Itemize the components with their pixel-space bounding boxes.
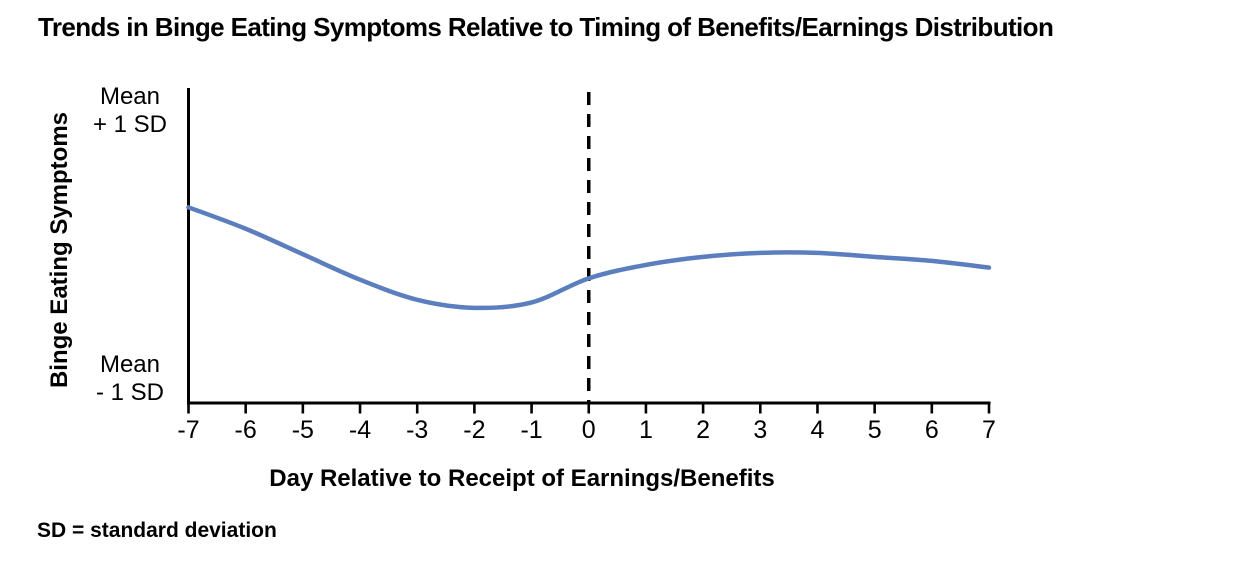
x-tick-label: -5 <box>291 416 314 444</box>
x-tick-label: 3 <box>753 416 768 444</box>
x-tick-label: 7 <box>982 416 996 444</box>
footnote: SD = standard deviation <box>37 519 277 542</box>
x-tick-label: 1 <box>638 416 653 444</box>
x-tick-label: -4 <box>348 416 372 444</box>
x-tick-label: 4 <box>810 416 825 444</box>
chart-title: Trends in Binge Eating Symptoms Relative… <box>38 12 1054 42</box>
x-tick-label: -7 <box>177 416 200 444</box>
y-tick-label: Mean + 1 SD <box>92 82 168 138</box>
x-tick-label: -2 <box>463 416 486 444</box>
binge-eating-series-line <box>186 205 992 311</box>
x-tick-label: 0 <box>581 416 596 444</box>
x-tick-label: -6 <box>234 416 257 444</box>
x-axis-title: Day Relative to Receipt of Earnings/Bene… <box>269 465 775 492</box>
x-tick-label: 6 <box>924 416 939 444</box>
x-tick-label: 2 <box>696 416 711 444</box>
axes <box>187 88 991 405</box>
x-axis-tick-marks <box>187 403 991 414</box>
x-tick-label: -3 <box>406 416 429 444</box>
y-tick-label: Mean - 1 SD <box>95 350 164 406</box>
x-tick-label: -1 <box>520 416 543 444</box>
x-tick-label: 5 <box>867 416 882 444</box>
